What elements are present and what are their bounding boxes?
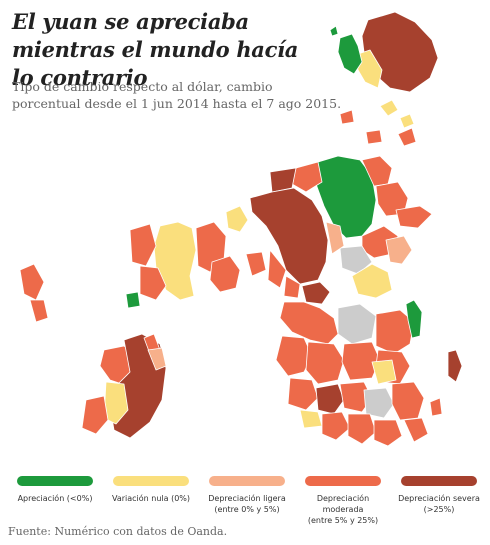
region-central-asia-3: [283, 275, 301, 299]
region-west-1: [19, 263, 45, 301]
map-subtitle: Tipo de cambio respecto al dólar, cambio…: [12, 79, 342, 111]
region-africa-2: [375, 309, 415, 355]
region-central-asia-1: [325, 221, 345, 255]
region-africa-6: [341, 341, 381, 381]
legend-item-apreciacion: Apreciación (<0%): [8, 476, 102, 504]
region-asia-east-3: [395, 205, 433, 229]
region-asia-east-7: [385, 235, 413, 265]
legend: Apreciación (<0%) Variación nula (0%) De…: [8, 476, 486, 525]
world-map: [19, 11, 463, 447]
region-west-2: [29, 299, 49, 323]
legend-label-severa: Depreciación severa (>25%): [398, 494, 480, 514]
legend-label-nula: Variación nula (0%): [111, 494, 191, 503]
region-central-asia-2: [301, 281, 331, 305]
region-africa-16: [347, 413, 377, 445]
region-islands-4: [365, 129, 383, 145]
legend-swatch-severa: [401, 476, 477, 486]
region-africa-3: [405, 299, 423, 339]
source-note: Fuente: Numérico con datos de Oanda.: [8, 525, 228, 538]
region-north-america-mid: [209, 255, 241, 293]
region-small-north: [329, 25, 339, 37]
region-asia-east-6: [351, 263, 393, 299]
region-madagascar: [447, 349, 463, 383]
region-africa-4: [275, 335, 313, 377]
legend-swatch-apreciacion: [17, 476, 93, 486]
region-africa-17: [373, 419, 403, 447]
legend-swatch-nula: [113, 476, 189, 486]
legend-item-ligera: Depreciación ligera (entre 0% y 5%): [200, 476, 294, 515]
region-south-america-5: [147, 347, 167, 371]
legend-swatch-moderada: [305, 476, 381, 486]
region-africa-12: [363, 387, 395, 419]
region-china: [315, 155, 377, 239]
region-north-america-small-2: [245, 251, 267, 277]
region-africa-8: [371, 359, 397, 385]
region-africa-15: [321, 411, 351, 441]
region-islands-2: [399, 113, 415, 129]
region-islands-5: [339, 109, 355, 125]
legend-label-ligera: Depreciación ligera (entre 0% y 5%): [208, 494, 286, 514]
legend-swatch-ligera: [209, 476, 285, 486]
region-africa-14: [299, 409, 323, 429]
region-north-america-small-1: [225, 205, 249, 233]
region-africa-5: [305, 341, 345, 385]
legend-label-moderada: Depreciación moderada (entre 5% y 25%): [307, 494, 379, 525]
legend-item-moderada: Depreciación moderada (entre 5% y 25%): [296, 476, 390, 526]
region-north-america-east-2: [139, 265, 167, 301]
map-title: El yuan se apreciaba mientras el mundo h…: [12, 9, 299, 90]
region-asia-east-1: [361, 155, 393, 187]
region-south-america-3: [81, 395, 109, 435]
region-islands-3: [397, 127, 417, 147]
region-africa-18: [403, 417, 429, 443]
region-north-america-north: [153, 221, 197, 301]
region-africa-10: [315, 383, 345, 415]
legend-item-nula: Variación nula (0%): [104, 476, 198, 504]
legend-label-apreciacion: Apreciación (<0%): [17, 494, 93, 503]
region-greenland: [125, 291, 141, 309]
region-severe-west: [249, 187, 329, 285]
region-africa-1: [337, 303, 377, 345]
region-north-america-east-1: [129, 223, 157, 267]
region-africa-small-1: [429, 397, 443, 417]
region-africa-north: [279, 301, 339, 345]
region-green-north: [337, 33, 363, 75]
region-africa-9: [287, 377, 319, 411]
legend-item-severa: Depreciación severa (>25%): [392, 476, 486, 515]
region-central-asia-4: [267, 249, 287, 289]
region-islands-1: [379, 99, 399, 117]
region-africa-13: [391, 381, 425, 421]
